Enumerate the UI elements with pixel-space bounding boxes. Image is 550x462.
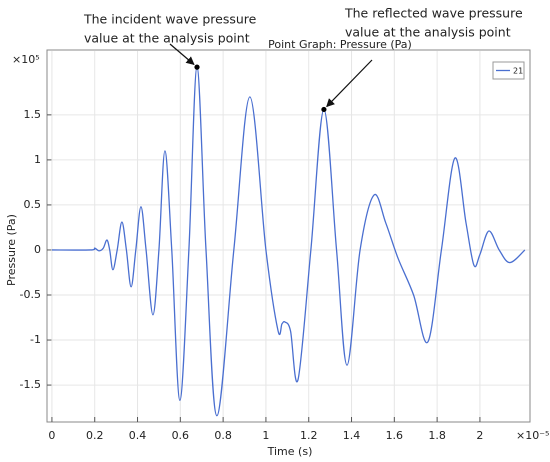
x-tick-label: 1.8 [428,429,446,442]
y-tick-label: 1.5 [24,108,42,121]
y-axis-label: Pressure (Pa) [5,214,18,286]
x-tick-label: 0.6 [172,429,190,442]
x-tick-label: 1.2 [300,429,318,442]
y-tick-label: -1.5 [20,378,41,391]
x-exponent: ×10⁻⁵ [516,429,549,442]
x-tick-label: 0.2 [86,429,104,442]
annotation-point [321,106,327,113]
annotation-text: The incident wave pressure [83,12,257,27]
annotation-text: value at the analysis point [345,25,511,40]
annotation-point [194,64,200,70]
x-tick-label: 1.6 [386,429,404,442]
y-tick-label: -1 [30,333,41,346]
line-series [51,66,526,417]
x-tick-label: 0.4 [129,429,147,442]
y-tick-label: -0.5 [20,288,41,301]
x-tick-label: 2 [476,429,483,442]
x-tick-label: 0.8 [214,429,232,442]
chart-title: Point Graph: Pressure (Pa) [268,38,412,51]
plot-area [46,49,531,423]
annotation-arrow [169,43,195,66]
legend-label: 21 [513,67,523,76]
y-tick-label: 1 [34,153,41,166]
x-tick-label: 1.4 [343,429,361,442]
y-tick-label: 0 [34,243,41,256]
x-axis-label: Time (s) [267,445,313,458]
annotation-text: value at the analysis point [84,31,250,46]
x-tick-label: 0 [48,429,55,442]
y-tick-label: 0.5 [24,198,42,211]
x-tick-label: 1 [262,429,269,442]
y-exponent: ×10⁵ [12,53,40,66]
annotation-text: The reflected wave pressure [344,6,523,21]
annotation-arrow [326,59,373,108]
